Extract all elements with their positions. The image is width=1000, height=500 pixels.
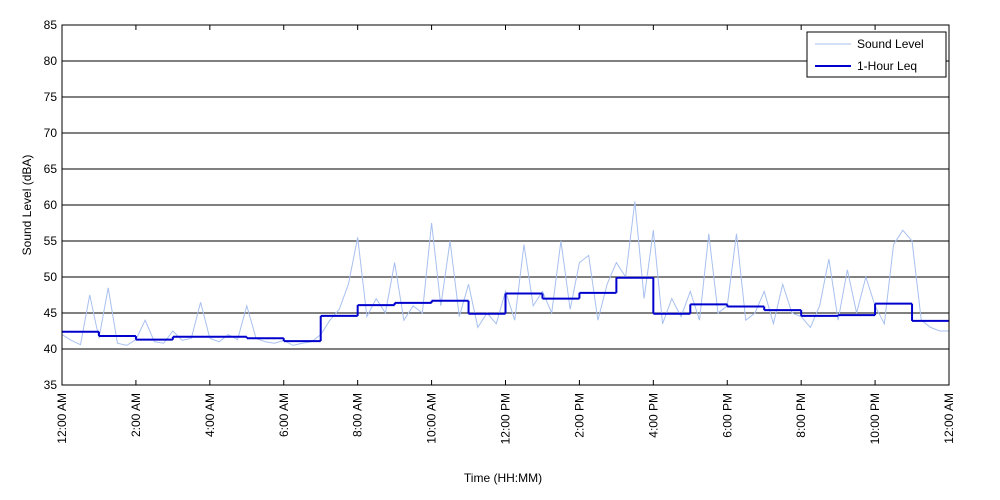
x-tick-label: 12:00 AM	[55, 393, 69, 444]
legend-label: Sound Level	[857, 37, 924, 51]
y-tick-label: 85	[44, 18, 58, 32]
y-tick-label: 65	[44, 162, 58, 176]
plot-frame	[61, 24, 950, 386]
x-tick-label: 10:00 PM	[868, 393, 882, 444]
y-tick-label: 45	[44, 306, 58, 320]
y-tick-label: 75	[44, 90, 58, 104]
x-tick-label: 2:00 PM	[572, 393, 586, 438]
y-tick-label: 35	[44, 378, 58, 392]
x-tick-label: 4:00 PM	[646, 393, 660, 438]
y-tick-label: 55	[44, 234, 58, 248]
x-tick-label: 12:00 AM	[942, 393, 956, 444]
x-tick-label: 8:00 AM	[351, 393, 365, 437]
x-tick-label: 10:00 AM	[425, 393, 439, 444]
x-tick-label: 2:00 AM	[129, 393, 143, 437]
legend-box	[806, 31, 947, 78]
x-tick-label: 6:00 AM	[277, 393, 291, 437]
y-tick-label: 40	[44, 342, 58, 356]
y-axis-label: Sound Level (dBA)	[20, 155, 34, 256]
x-tick-label: 4:00 AM	[203, 393, 217, 437]
x-tick-label: 8:00 PM	[794, 393, 808, 438]
y-tick-label: 80	[44, 54, 58, 68]
legend-label: 1-Hour Leq	[857, 59, 917, 73]
x-tick-label: 6:00 PM	[720, 393, 734, 438]
y-tick-label: 50	[44, 270, 58, 284]
x-tick-label: 12:00 PM	[499, 393, 513, 444]
y-tick-label: 60	[44, 198, 58, 212]
x-axis-label: Time (HH:MM)	[464, 471, 542, 485]
y-tick-label: 70	[44, 126, 58, 140]
